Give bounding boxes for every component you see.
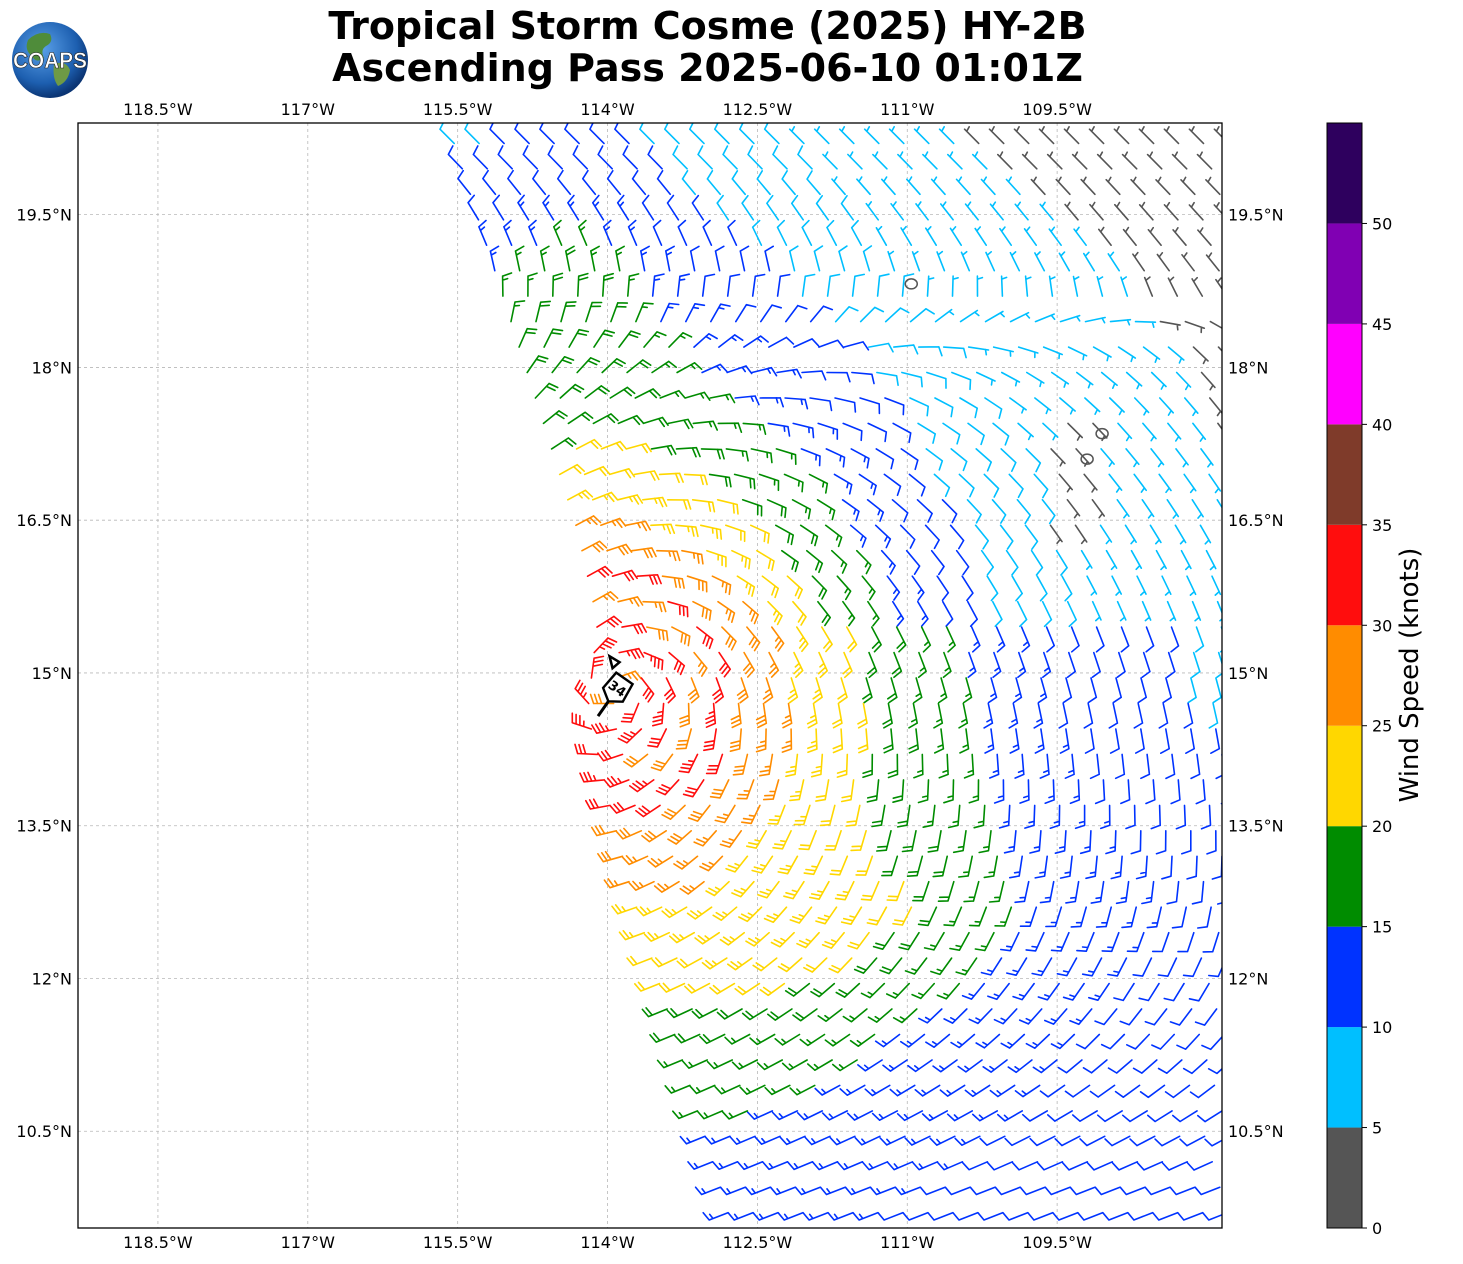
- wind-barb-set: [439, 123, 1222, 729]
- storm-marker-stem: [596, 700, 610, 717]
- lat-tick-label: 15°N: [32, 664, 72, 683]
- lat-tick-label: 10.5°N: [1228, 1122, 1284, 1141]
- colorbar-tick-label: 40: [1372, 415, 1392, 434]
- latitude-ticks-left: 19.5°N 18°N 16.5°N 15°N 13.5°N 12°N 10.5°N: [16, 206, 72, 1142]
- colorbar: [1326, 122, 1363, 1229]
- island-outline: [1095, 427, 1109, 440]
- lon-tick-label: 112.5°W: [723, 1233, 793, 1252]
- lat-tick-label: 12°N: [1228, 969, 1268, 988]
- colorbar-tick-label: 25: [1372, 717, 1392, 736]
- lat-tick-label: 18°N: [32, 358, 72, 377]
- storm-center-marker: 34: [596, 653, 635, 717]
- island-outline: [1080, 453, 1094, 465]
- colorbar-frame: [1326, 122, 1363, 1229]
- colorbar-tick-label: 45: [1372, 315, 1392, 334]
- wind-barbs: [439, 123, 1222, 1221]
- continent-shape: [26, 32, 52, 61]
- colorbar-label-text: Wind Speed (knots): [1395, 547, 1425, 803]
- lon-tick-label: 115.5°W: [423, 1233, 493, 1252]
- island-outline: [904, 278, 919, 290]
- coaps-logo: COAPS: [12, 22, 88, 98]
- colorbar-bin: [1327, 424, 1362, 525]
- colorbar-bin: [1327, 323, 1362, 425]
- lon-tick-label: 114°W: [580, 100, 635, 119]
- lon-tick-label: 114°W: [580, 1233, 635, 1252]
- wind-barb-set: [447, 123, 1222, 1221]
- longitude-ticks-top: 118.5°W 117°W 115.5°W 114°W 112.5°W 111°W 109.…: [123, 100, 1092, 119]
- lat-tick-label: 10.5°N: [16, 1122, 72, 1141]
- lon-tick-label: 118.5°W: [123, 1233, 193, 1252]
- wind-barb-set: [963, 126, 1222, 545]
- plot-frame: [77, 122, 1223, 1229]
- lat-tick-label: 18°N: [1228, 358, 1268, 377]
- colorbar-bin: [1327, 123, 1362, 224]
- wind-barb-set: [571, 565, 731, 818]
- colorbar-bin: [1327, 725, 1362, 827]
- storm-icon: [601, 671, 635, 703]
- colorbar-bin: [1327, 1127, 1362, 1228]
- colorbar-bin: [1327, 1027, 1362, 1128]
- lat-tick-label: 19.5°N: [16, 206, 72, 225]
- latitude-ticks-right: 19.5°N 18°N 16.5°N 15°N 13.5°N 12°N 10.5°N: [1228, 206, 1284, 1142]
- lat-tick-label: 16.5°N: [1228, 511, 1284, 530]
- colorbar-bin: [1327, 625, 1362, 726]
- gridlines: [78, 123, 1222, 1228]
- wind-barb-set: [575, 515, 793, 895]
- lon-tick-label: 117°W: [281, 1233, 336, 1252]
- logo-text: COAPS: [13, 48, 87, 73]
- lon-tick-label: 109.5°W: [1022, 1233, 1092, 1252]
- lon-tick-label: 117°W: [281, 100, 336, 119]
- colorbar-tick-label: 0: [1372, 1219, 1382, 1238]
- lat-tick-label: 12°N: [32, 969, 72, 988]
- islands: [904, 278, 1109, 465]
- lon-tick-label: 115.5°W: [423, 100, 493, 119]
- lon-tick-label: 111°W: [880, 1233, 935, 1252]
- lon-tick-label: 109.5°W: [1022, 100, 1092, 119]
- lat-tick-label: 13.5°N: [16, 817, 72, 836]
- colorbar-ticks: 0 5 10 15 20 25 30 35 40 45 50: [1362, 214, 1392, 1238]
- lat-tick-label: 15°N: [1228, 664, 1268, 683]
- colorbar-tick-label: 35: [1372, 516, 1392, 535]
- colorbar-tick-label: 20: [1372, 817, 1392, 836]
- lon-tick-label: 118.5°W: [123, 100, 193, 119]
- colorbar-tick-label: 15: [1372, 918, 1392, 937]
- colorbar-bin: [1327, 826, 1362, 927]
- title-line-2: Ascending Pass 2025-06-10 01:01Z: [332, 46, 1083, 90]
- lat-tick-label: 13.5°N: [1228, 817, 1284, 836]
- colorbar-tick-label: 30: [1372, 616, 1392, 635]
- title-line-1: Tropical Storm Cosme (2025) HY-2B: [328, 4, 1087, 48]
- lat-tick-label: 16.5°N: [16, 511, 72, 530]
- past-track-marker: [607, 653, 622, 671]
- lon-tick-label: 112.5°W: [723, 100, 793, 119]
- colorbar-tick-label: 50: [1372, 214, 1392, 233]
- colorbar-bin: [1327, 223, 1362, 324]
- lon-tick-label: 111°W: [880, 100, 935, 119]
- chart-title: Tropical Storm Cosme (2025) HY-2B Ascend…: [130, 5, 1285, 89]
- wind-barb-set: [558, 438, 913, 997]
- colorbar-bin: [1327, 926, 1362, 1028]
- storm-marker-group: 34: [596, 671, 635, 717]
- longitude-ticks-bottom: 118.5°W 117°W 115.5°W 114°W 112.5°W 111°W 109.…: [123, 1233, 1092, 1252]
- wind-barb-set: [501, 219, 1013, 1120]
- colorbar-tick-label: 5: [1372, 1119, 1382, 1138]
- colorbar-bin: [1327, 524, 1362, 626]
- lat-tick-label: 19.5°N: [1228, 206, 1284, 225]
- colorbar-tick-label: 10: [1372, 1018, 1392, 1037]
- continent-shape: [53, 62, 70, 86]
